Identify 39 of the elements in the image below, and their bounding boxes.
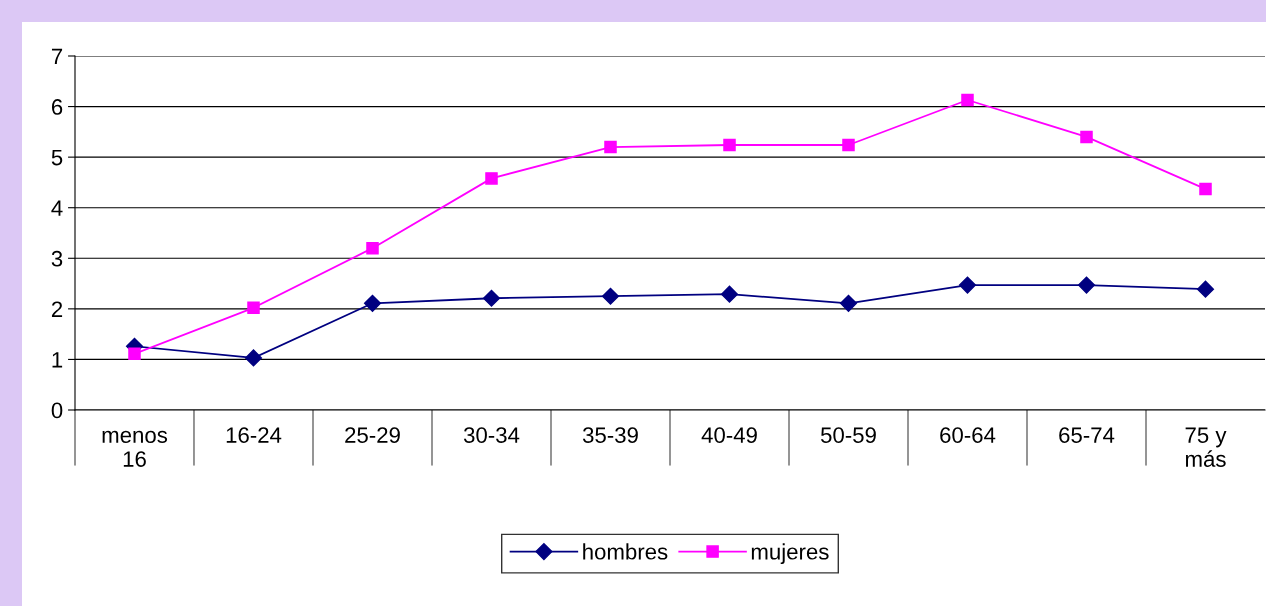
point [961, 93, 974, 107]
point [839, 294, 858, 312]
x-tick-label: 60-64 [940, 427, 996, 443]
legend-label: hombres [583, 543, 668, 560]
point [958, 276, 977, 294]
point [1077, 276, 1096, 294]
point [366, 241, 379, 255]
y-tick-label: 2 [51, 301, 63, 317]
x-tick-label: 65-74 [1059, 427, 1115, 443]
point [604, 140, 617, 154]
x-tick-label: 40-49 [701, 427, 757, 443]
x-tick-label: 30-34 [463, 427, 520, 443]
point [723, 138, 736, 152]
x-tick-label: 50-59 [820, 427, 876, 443]
point [842, 138, 855, 152]
x-tick-label: 75 y más [1185, 427, 1227, 467]
point [244, 349, 263, 367]
point [720, 285, 739, 303]
y-tick-label: 1 [52, 352, 63, 368]
point [247, 301, 260, 315]
point [601, 287, 620, 305]
point [363, 294, 382, 312]
point [482, 289, 501, 307]
x-tick-label: 35-39 [582, 427, 638, 443]
y-tick-label: 6 [51, 99, 63, 115]
point [485, 172, 498, 185]
y-tick-label: 5 [51, 149, 63, 166]
y-tick-label: 0 [51, 402, 63, 419]
x-tick-label: 25-29 [345, 427, 400, 443]
point [128, 347, 141, 361]
point [1199, 182, 1212, 196]
point [1080, 130, 1093, 144]
point [1196, 280, 1215, 298]
y-tick-label: 4 [51, 200, 63, 216]
x-tick-label: menos 16 [102, 430, 168, 467]
legend-label: mujeres [751, 543, 829, 564]
y-tick-label: 7 [51, 48, 63, 65]
y-tick-label: 3 [51, 250, 63, 267]
x-tick-label: 16-24 [226, 427, 282, 443]
